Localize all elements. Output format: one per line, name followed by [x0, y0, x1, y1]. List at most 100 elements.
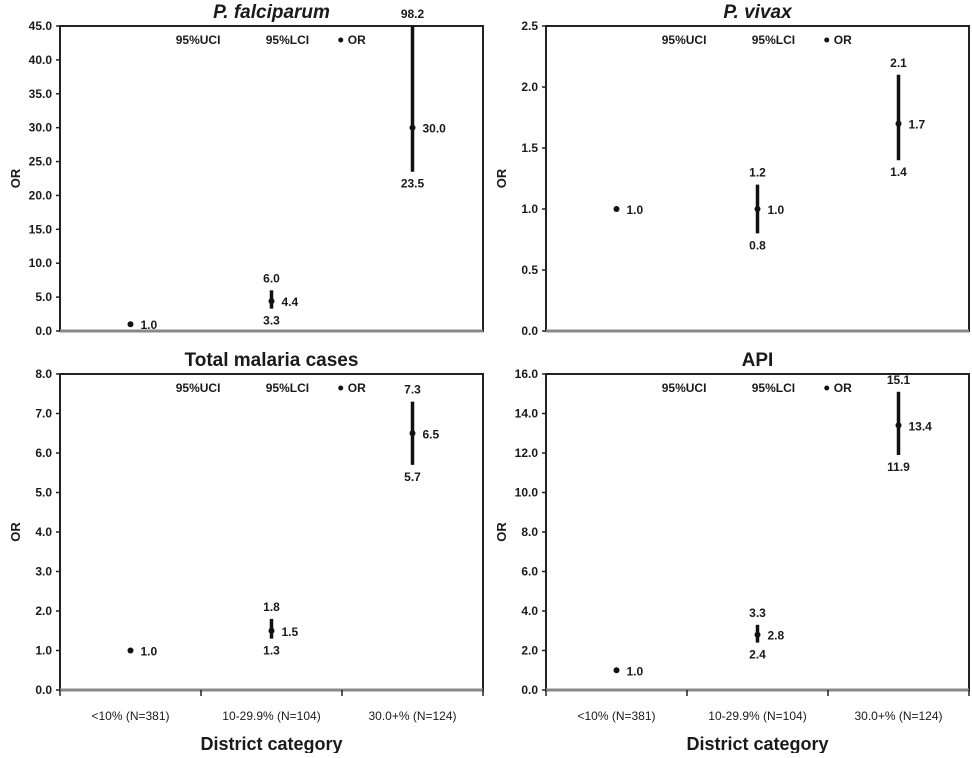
x-tick-label: <10% (N=381)	[577, 709, 655, 723]
legend-uci: 95%UCI	[662, 381, 707, 395]
y-tick-label: 25.0	[29, 155, 53, 169]
legend-or: OR	[348, 33, 366, 47]
chart-title: API	[742, 350, 774, 371]
y-tick-label: 15.0	[29, 222, 53, 236]
uci-label: 6.0	[263, 271, 280, 285]
chart-title: Total malaria cases	[185, 350, 359, 371]
or-point	[409, 124, 416, 131]
y-tick-label: 2.0	[521, 644, 538, 658]
y-tick-label: 0.0	[521, 324, 538, 338]
y-tick-label: 2.0	[521, 80, 538, 94]
uci-label: 98.2	[401, 7, 425, 21]
or-point	[409, 430, 416, 437]
y-tick-label: 0.0	[521, 683, 538, 697]
legend-or-marker	[824, 385, 830, 391]
legend-or: OR	[834, 33, 852, 47]
legend-or-marker	[824, 37, 830, 43]
x-axis-label: District category	[200, 734, 342, 753]
legend-or-marker	[338, 37, 344, 43]
legend-lci: 95%LCI	[266, 33, 309, 47]
legend-or: OR	[348, 381, 366, 395]
y-axis-label: OR	[494, 168, 509, 188]
y-tick-label: 14.0	[515, 407, 539, 421]
or-point	[127, 647, 134, 654]
y-tick-label: 4.0	[35, 525, 52, 539]
uci-label: 1.2	[749, 166, 766, 180]
or-point	[268, 298, 275, 305]
or-label: 1.0	[141, 318, 158, 332]
y-tick-label: 16.0	[515, 367, 539, 381]
y-tick-label: 1.5	[521, 141, 538, 155]
or-label: 1.7	[909, 118, 926, 132]
or-point	[613, 206, 620, 212]
or-point	[754, 206, 761, 212]
or-label: 1.0	[768, 203, 785, 217]
or-point	[895, 422, 902, 429]
lci-label: 23.5	[401, 177, 425, 191]
chart-title: P. vivax	[723, 2, 793, 23]
or-point	[754, 631, 761, 638]
y-tick-label: 10.0	[515, 486, 539, 500]
y-tick-label: 10.0	[29, 256, 53, 270]
legend-lci: 95%LCI	[752, 33, 795, 47]
x-tick-label: 30.0+% (N=124)	[368, 709, 456, 723]
y-axis-label: OR	[8, 168, 23, 188]
x-tick-label: <10% (N=381)	[91, 709, 169, 723]
x-axis-label: District category	[686, 734, 828, 753]
y-tick-label: 3.0	[35, 565, 52, 579]
or-label: 2.8	[768, 629, 785, 643]
x-tick-label: 10-29.9% (N=104)	[708, 709, 806, 723]
y-tick-label: 2.0	[35, 604, 52, 618]
uci-label: 7.3	[404, 383, 421, 397]
y-tick-label: 12.0	[515, 446, 539, 460]
or-label: 30.0	[423, 122, 447, 136]
lci-label: 0.8	[749, 238, 766, 252]
legend-or-marker	[338, 385, 344, 391]
or-label: 1.0	[627, 664, 644, 678]
or-label: 6.5	[423, 427, 440, 441]
uci-label: 15.1	[887, 373, 911, 387]
or-label: 1.5	[282, 625, 299, 639]
chart-panel-0: P. falciparum 0.0 5.0 10.0 15.0 20.0 25.0 30.0 3…	[8, 2, 484, 338]
legend-lci: 95%LCI	[266, 381, 309, 395]
legend-uci: 95%UCI	[662, 33, 707, 47]
y-tick-label: 40.0	[29, 53, 53, 67]
y-tick-label: 4.0	[521, 604, 538, 618]
x-tick-label: 30.0+% (N=124)	[854, 709, 942, 723]
lci-label: 5.7	[404, 470, 421, 484]
legend-or: OR	[834, 381, 852, 395]
chart-panel-1: P. vivax 0.0 0.5 1.0 1.5 2.0 2.5 OR 95%UCI 95%LCI…	[494, 2, 970, 338]
y-tick-label: 8.0	[35, 367, 52, 381]
or-point	[127, 321, 134, 328]
y-tick-label: 8.0	[521, 525, 538, 539]
y-tick-label: 1.0	[521, 202, 538, 216]
legend-lci: 95%LCI	[752, 381, 795, 395]
uci-label: 2.1	[890, 56, 907, 70]
lci-label: 2.4	[749, 648, 766, 662]
y-tick-label: 6.0	[35, 446, 52, 460]
or-label: 1.0	[141, 645, 158, 659]
y-tick-label: 0.5	[521, 263, 538, 277]
uci-label: 3.3	[749, 606, 766, 620]
or-point	[613, 667, 620, 674]
y-tick-label: 20.0	[29, 188, 53, 202]
legend-uci: 95%UCI	[176, 33, 221, 47]
or-label: 1.0	[627, 203, 644, 217]
or-label: 4.4	[282, 295, 299, 309]
lci-label: 11.9	[887, 460, 910, 474]
y-tick-label: 0.0	[35, 683, 52, 697]
lci-label: 3.3	[263, 314, 280, 328]
or-point	[268, 627, 275, 634]
x-tick-label: 10-29.9% (N=104)	[222, 709, 320, 723]
lci-label: 1.4	[890, 165, 907, 179]
y-tick-label: 0.0	[35, 324, 52, 338]
y-tick-label: 2.5	[521, 19, 538, 33]
legend-uci: 95%UCI	[176, 381, 221, 395]
chart-panel-3: API 0.0 2.0 4.0 6.0 8.0 10.0 12.0 14.0 16.0 OR <10%…	[494, 350, 970, 754]
or-point	[895, 120, 902, 127]
y-tick-label: 35.0	[29, 87, 53, 101]
lci-label: 1.3	[263, 644, 280, 658]
chart-title: P. falciparum	[213, 2, 330, 23]
chart-panel-2: Total malaria cases 0.0 1.0 2.0 3.0 4.0 5.0 6.0…	[8, 350, 484, 754]
